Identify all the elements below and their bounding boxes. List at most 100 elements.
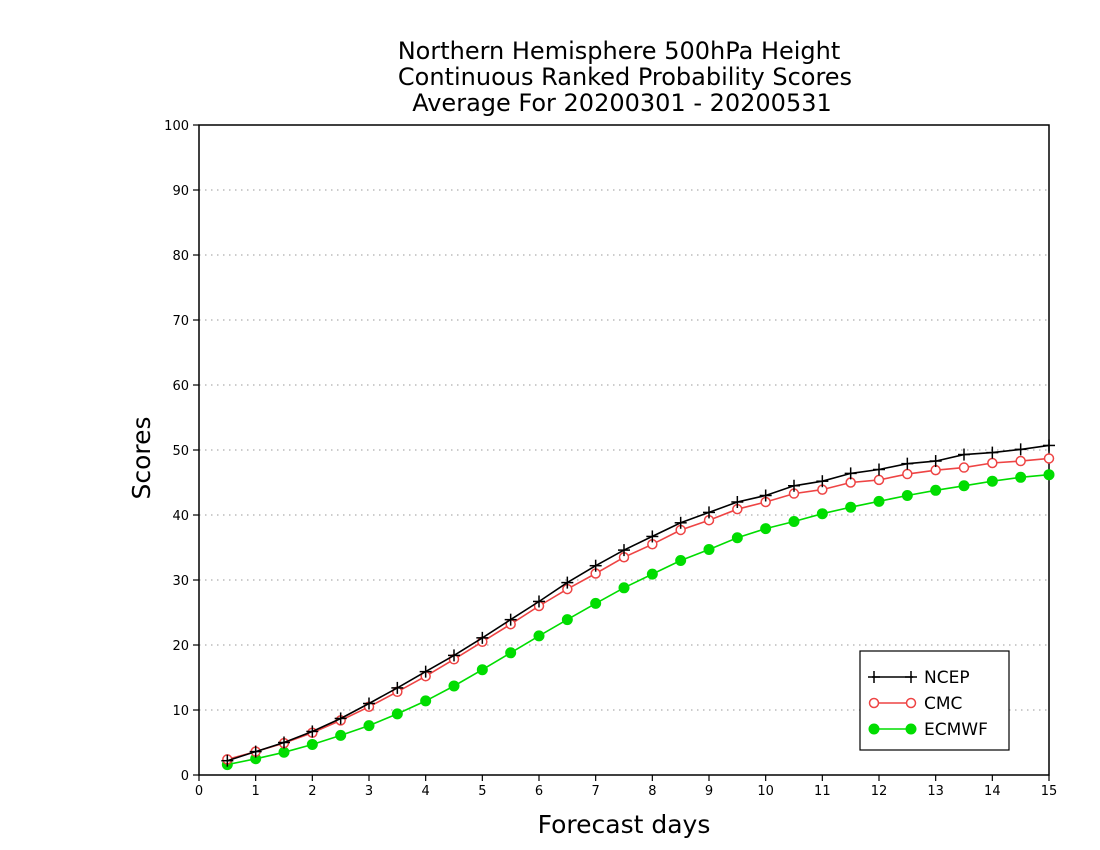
chart-title-line-3: Average For 20200301 - 20200531 <box>412 89 832 117</box>
chart-title-line-2: Continuous Ranked Probability Scores <box>398 63 852 91</box>
x-tick-label-1: 1 <box>252 784 260 799</box>
series-ncep-point-27 <box>986 446 999 459</box>
x-tick-label-9: 9 <box>705 784 713 799</box>
y-tick-label-60: 60 <box>172 379 189 394</box>
series-ecmwf-point-16 <box>675 555 687 566</box>
grid-lines <box>199 189 1049 711</box>
y-tick-label-100: 100 <box>164 119 189 134</box>
x-tick-label-11: 11 <box>814 784 831 799</box>
legend-marker-left-cmc <box>868 697 880 709</box>
series-ecmwf-point-18 <box>731 532 743 544</box>
y-tick-label-10: 10 <box>172 704 189 719</box>
series-ecmwf-point-15 <box>646 568 658 580</box>
series-ecmwf <box>221 469 1055 771</box>
x-tick-label-4: 4 <box>422 784 430 799</box>
y-tick-label-40: 40 <box>172 509 189 524</box>
series-ecmwf-point-4 <box>335 729 347 741</box>
y-axis-label: Scores <box>127 416 156 499</box>
series-ncep-point-13 <box>589 559 602 572</box>
series-ecmwf-point-22 <box>845 501 857 513</box>
series-ecmwf-point-3 <box>306 738 318 750</box>
series-ncep-point-8 <box>448 649 460 662</box>
y-tick-label-70: 70 <box>172 314 189 329</box>
series-ecmwf-point-13 <box>590 597 602 609</box>
series-ncep-point-3 <box>306 725 319 738</box>
series-ecmwf-point-12 <box>561 614 573 626</box>
series-ecmwf-point-5 <box>363 720 375 732</box>
series-ecmwf-point-25 <box>930 484 942 496</box>
series-ncep-point-5 <box>363 697 375 710</box>
series-ncep-point-25 <box>929 455 942 468</box>
y-tick-label-20: 20 <box>172 639 189 654</box>
series-ncep-point-22 <box>844 467 857 480</box>
series-ncep-point-7 <box>419 665 432 678</box>
legend-label-ncep: NCEP <box>924 668 970 688</box>
series-ncep-point-29 <box>1043 439 1055 452</box>
legend-marker-right-ncep <box>905 671 917 683</box>
series-ecmwf-point-11 <box>533 630 545 642</box>
series-ecmwf-point-19 <box>760 523 772 535</box>
series-ecmwf-point-29 <box>1043 469 1055 481</box>
series-ncep-point-19 <box>759 489 772 502</box>
series-cmc-point-26 <box>958 462 970 473</box>
series-ncep <box>221 439 1055 767</box>
series-ncep-point-14 <box>618 544 630 557</box>
series-ncep-point-20 <box>788 479 800 492</box>
series-ncep-point-6 <box>391 681 404 694</box>
y-tick-label-50: 50 <box>172 444 189 459</box>
series-ncep-point-28 <box>1014 443 1027 456</box>
x-axis-label: Forecast days <box>538 810 711 839</box>
series-ncep-point-11 <box>533 595 545 608</box>
series-ncep-point-21 <box>816 475 829 488</box>
x-tick-label-5: 5 <box>478 784 486 799</box>
y-tick-label-30: 30 <box>172 574 189 589</box>
series-ncep-point-4 <box>334 712 347 725</box>
series-ncep-point-18 <box>731 496 744 508</box>
series-cmc-point-24 <box>902 468 913 480</box>
series-ecmwf-point-9 <box>476 664 488 676</box>
legend-label-ecmwf: ECMWF <box>924 720 988 740</box>
legend-marker-left-ecmwf <box>868 723 880 735</box>
series-cmc-point-28 <box>1015 455 1026 467</box>
series-ncep-point-24 <box>901 457 914 470</box>
x-tick-label-8: 8 <box>648 784 656 799</box>
series-ncep-point-16 <box>674 516 687 529</box>
series-ncep-point-17 <box>703 506 715 519</box>
x-tick-label-14: 14 <box>984 784 1001 799</box>
legend-marker-right-cmc <box>905 697 917 709</box>
legend-entry-ecmwf: ECMWF <box>868 720 988 740</box>
series-ecmwf-point-21 <box>816 508 828 520</box>
x-tick-label-3: 3 <box>365 784 373 799</box>
legend-box <box>859 650 1010 751</box>
series-ecmwf-point-17 <box>703 543 715 555</box>
legend-marker-right-ecmwf <box>905 723 917 735</box>
series-ecmwf-point-14 <box>618 582 630 594</box>
series-cmc-point-27 <box>987 457 998 469</box>
plot-series <box>221 439 1055 771</box>
series-ncep-point-0 <box>221 754 234 767</box>
legend-entry-cmc: CMC <box>868 694 962 714</box>
series-ecmwf-point-27 <box>986 475 998 487</box>
series-ecmwf-point-6 <box>391 708 403 720</box>
x-tick-label-13: 13 <box>927 784 944 799</box>
x-tick-label-10: 10 <box>757 784 774 799</box>
x-tick-label-15: 15 <box>1041 784 1058 799</box>
series-ecmwf-point-26 <box>958 480 970 492</box>
x-tick-label-2: 2 <box>308 784 316 799</box>
series-ncep-point-2 <box>278 736 290 749</box>
legend-marker-left-ncep <box>868 671 880 683</box>
series-ecmwf-point-24 <box>901 490 913 501</box>
series-ecmwf-point-7 <box>420 695 432 707</box>
series-ecmwf-point-8 <box>448 680 460 692</box>
series-ecmwf-point-10 <box>505 647 517 659</box>
series-ecmwf-point-28 <box>1015 471 1027 483</box>
x-tick-label-6: 6 <box>535 784 543 799</box>
x-tick-label-7: 7 <box>592 784 600 799</box>
y-tick-label-0: 0 <box>181 769 189 784</box>
series-ncep-point-26 <box>958 448 970 461</box>
legend-entry-ncep: NCEP <box>868 668 970 688</box>
legend: NCEP CMC ECMWF <box>859 650 1010 751</box>
series-ncep-point-23 <box>873 463 885 476</box>
